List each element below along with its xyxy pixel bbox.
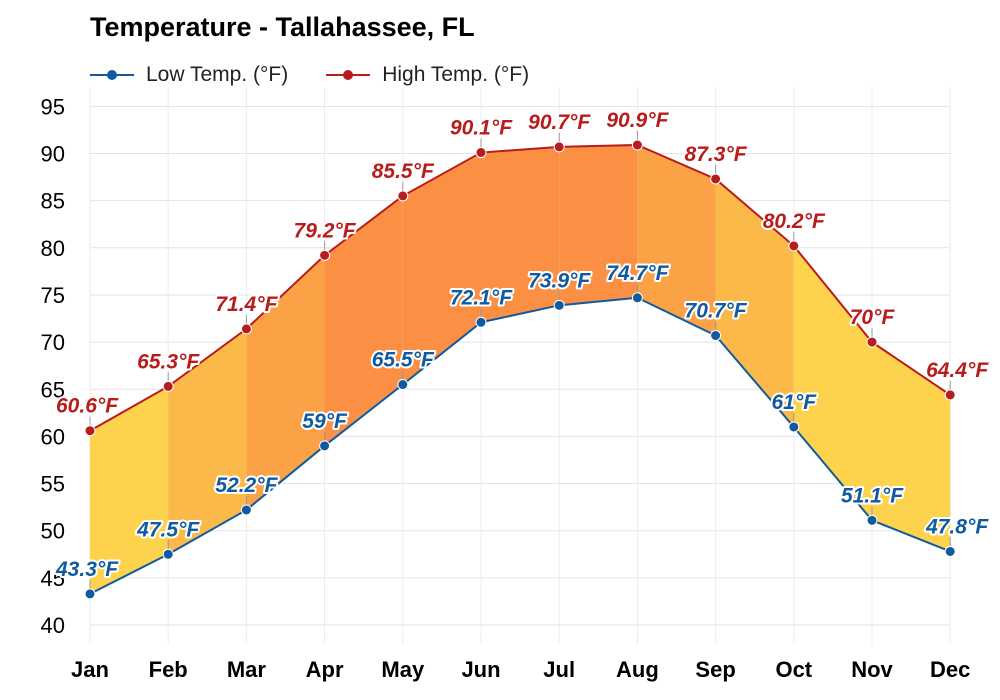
high-marker-Feb (162, 380, 174, 392)
x-tick-label-Jul: Jul (543, 657, 575, 682)
legend-label-low: Low Temp. (°F) (146, 63, 289, 86)
high-data-label-Aug: 90.9°F (606, 109, 669, 132)
band-Jul-Aug (559, 145, 638, 306)
high-marker-Sep (710, 173, 722, 185)
band-Jan-Feb (90, 386, 169, 594)
x-tick-label-Feb: Feb (149, 657, 188, 682)
high-marker-May (397, 190, 409, 202)
low-marker-Apr (319, 440, 331, 452)
y-tick-label-50: 50 (41, 519, 65, 544)
high-data-label-Dec: 64.4°F (926, 359, 989, 382)
high-marker-Mar (240, 323, 252, 335)
high-data-label-May: 85.5°F (372, 160, 435, 183)
legend-swatch-low (90, 70, 134, 80)
low-marker-Nov (866, 514, 878, 526)
high-data-label-Apr: 79.2°F (294, 219, 357, 242)
low-data-label-Jul: 73.9°F (528, 269, 591, 292)
high-data-label-Jun: 90.1°F (450, 117, 513, 140)
band-Apr-May (324, 195, 403, 446)
band-May-Jun (402, 152, 481, 385)
high-marker-Jan (84, 425, 96, 437)
band-Jun-Jul (481, 146, 560, 323)
legend-item-low[interactable]: Low Temp. (°F) (90, 63, 288, 87)
low-data-label-Aug: 74.7°F (606, 262, 669, 285)
legend-swatch-high (326, 70, 371, 80)
high-data-label-Feb: 65.3°F (137, 350, 200, 373)
low-data-label-Jan: 43.3°F (55, 558, 119, 581)
low-marker-May (397, 379, 409, 391)
band-Nov-Dec (872, 342, 951, 552)
x-tick-label-Jun: Jun (461, 657, 500, 682)
axis-tick-labels: 40 45 50 55 60 65 70 75 80 85 90 95 Jan Feb Mar Apr May J… (41, 94, 971, 682)
temperature-range-bands (90, 145, 951, 594)
x-tick-label-Aug: Aug (616, 657, 659, 682)
low-data-label-Apr: 59°F (302, 410, 348, 433)
y-tick-label-60: 60 (41, 424, 65, 449)
y-tick-label-80: 80 (41, 236, 65, 261)
series-lines (89, 144, 951, 595)
band-Aug-Sep (637, 145, 716, 336)
high-marker-Dec (944, 389, 956, 401)
y-tick-label-85: 85 (41, 189, 65, 214)
high-data-label-Mar: 71.4°F (215, 293, 278, 316)
high-marker-Jun (475, 147, 487, 159)
high-data-label-Oct: 80.2°F (763, 210, 826, 233)
y-tick-label-95: 95 (41, 94, 65, 119)
y-tick-label-75: 75 (41, 283, 65, 308)
x-tick-label-Jan: Jan (71, 657, 109, 682)
low-data-label-Dec: 47.8°F (925, 515, 989, 538)
low-marker-Oct (788, 421, 800, 433)
low-marker-Aug (631, 292, 643, 304)
y-tick-label-90: 90 (41, 142, 65, 167)
band-Sep-Oct (715, 178, 794, 427)
high-data-label-Jan: 60.6°F (56, 395, 119, 418)
y-tick-label-40: 40 (41, 613, 65, 638)
legend: Low Temp. (°F) High Temp. (°F) (90, 60, 567, 90)
band-Mar-Apr (246, 255, 325, 510)
legend-label-high: High Temp. (°F) (382, 63, 530, 86)
legend-item-high[interactable]: High Temp. (°F) (326, 63, 529, 87)
x-tick-label-Mar: Mar (227, 657, 267, 682)
band-Oct-Nov (793, 245, 872, 521)
x-tick-label-May: May (381, 657, 425, 682)
low-marker-Jun (475, 316, 487, 328)
low-data-label-May: 65.5°F (372, 349, 435, 372)
low-marker-Sep (710, 329, 722, 341)
chart-title: Temperature - Tallahassee, FL (90, 12, 475, 42)
low-marker-Dec (944, 545, 956, 557)
low-marker-Jan (84, 588, 96, 600)
high-data-label-Nov: 70°F (850, 306, 896, 329)
series-markers (84, 131, 956, 600)
high-marker-Apr (319, 249, 331, 261)
low-data-label-Nov: 51.1°F (841, 484, 904, 507)
low-marker-Jul (553, 299, 565, 311)
x-tick-label-Nov: Nov (851, 657, 893, 682)
data-labels: 43.3°F 47.5°F 52.2°F 59°F 65.5°F 72.1°F 73.9°F… (53, 107, 991, 583)
x-tick-label-Oct: Oct (775, 657, 812, 682)
high-marker-Oct (788, 240, 800, 252)
x-tick-label-Dec: Dec (930, 657, 970, 682)
low-data-label-Feb: 47.5°F (136, 518, 200, 541)
y-tick-label-55: 55 (41, 472, 65, 497)
low-marker-Feb (162, 548, 174, 560)
high-temp-line (89, 144, 951, 432)
high-marker-Aug (631, 139, 643, 151)
high-marker-Jul (553, 141, 565, 153)
high-marker-Nov (866, 336, 878, 348)
low-data-label-Sep: 70.7°F (685, 299, 748, 322)
x-tick-label-Sep: Sep (695, 657, 735, 682)
band-Feb-Mar (168, 328, 247, 555)
x-tick-label-Apr: Apr (306, 657, 344, 682)
low-data-label-Mar: 52.2°F (215, 474, 278, 497)
low-data-label-Jun: 72.1°F (450, 286, 513, 309)
y-tick-label-70: 70 (41, 330, 65, 355)
high-data-label-Jul: 90.7°F (528, 111, 591, 134)
y-tick-label-65: 65 (41, 377, 65, 402)
low-temp-line (89, 296, 951, 595)
low-marker-Mar (240, 504, 252, 516)
low-data-label-Oct: 61°F (772, 391, 818, 414)
y-tick-label-45: 45 (41, 566, 65, 591)
high-data-label-Sep: 87.3°F (685, 143, 748, 166)
